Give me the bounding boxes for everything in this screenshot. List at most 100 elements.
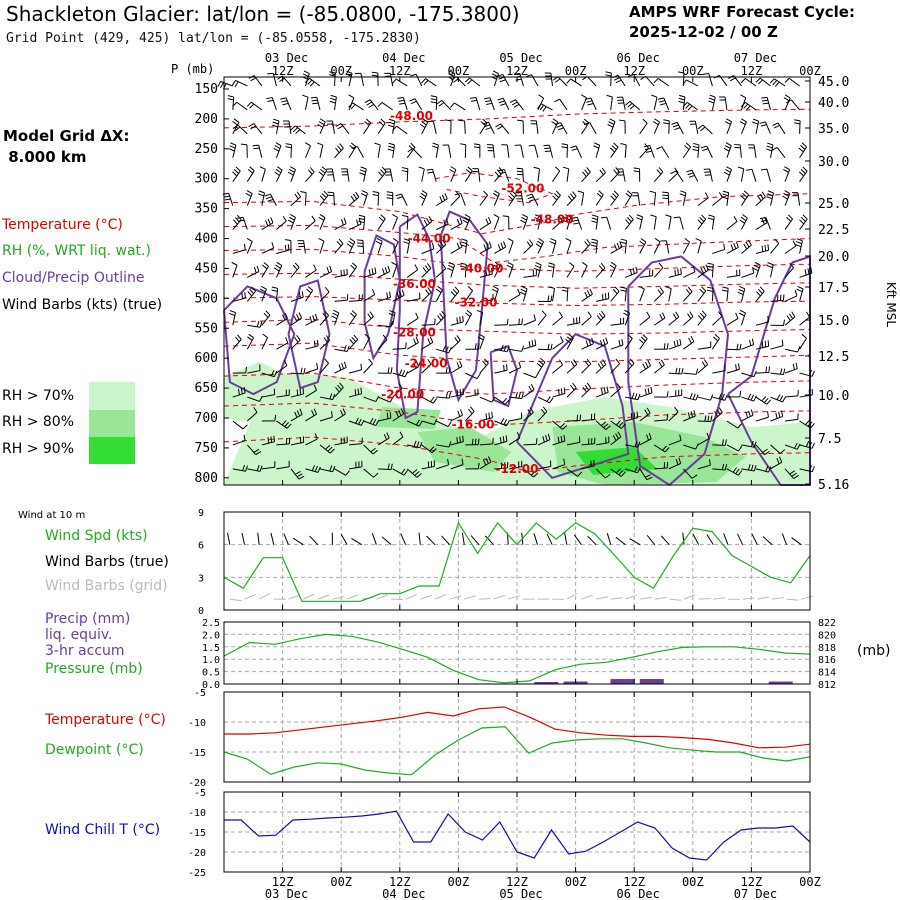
wind-barb bbox=[319, 121, 326, 135]
wind-barb bbox=[599, 340, 603, 347]
wind-barb bbox=[388, 145, 395, 149]
wind-barb bbox=[363, 272, 377, 278]
wind-barb bbox=[350, 142, 357, 148]
wind-barb bbox=[710, 415, 713, 422]
wind-barb bbox=[422, 118, 429, 123]
wind-barb bbox=[482, 459, 487, 466]
wind-barb bbox=[247, 396, 260, 402]
wind-barb bbox=[500, 418, 505, 424]
wind-barb bbox=[662, 191, 669, 194]
wind-barb bbox=[712, 316, 723, 326]
wind-barb bbox=[507, 238, 514, 242]
wind-barb bbox=[608, 121, 615, 125]
wind-barb bbox=[534, 145, 539, 158]
wind-barb bbox=[701, 286, 707, 292]
wind-tick-label: 0 bbox=[198, 606, 204, 617]
legend-wind-barbs: Wind Barbs (kts) (true) bbox=[2, 297, 163, 313]
wind-barb bbox=[249, 166, 255, 172]
wind-barb bbox=[605, 473, 611, 479]
wind-barb bbox=[358, 214, 365, 218]
wind-barb bbox=[725, 142, 732, 146]
true-wind-barb bbox=[351, 538, 362, 546]
wind-barb bbox=[784, 77, 790, 83]
wind-barb bbox=[466, 309, 472, 315]
true-wind-barb bbox=[682, 532, 685, 545]
bottom-hour-label: 12Z bbox=[272, 875, 294, 889]
wind-barb bbox=[396, 125, 408, 135]
wind-barb bbox=[692, 393, 696, 400]
wind-barb bbox=[271, 97, 277, 111]
wind-barb bbox=[348, 369, 362, 374]
wind-barb bbox=[488, 121, 495, 135]
wind-barb bbox=[662, 197, 669, 200]
wind-barb bbox=[305, 389, 317, 398]
wind-barb bbox=[657, 289, 662, 295]
wind-barb bbox=[691, 169, 699, 182]
wind-barb bbox=[392, 468, 405, 476]
wind-barb bbox=[760, 219, 768, 223]
wind-barb bbox=[311, 465, 316, 471]
wind-barb bbox=[682, 241, 691, 254]
wind-barb bbox=[290, 296, 304, 302]
wind-barb bbox=[414, 98, 423, 111]
wind-barb bbox=[313, 408, 317, 415]
wind-barb bbox=[494, 246, 506, 254]
wind-barb bbox=[319, 217, 326, 230]
wind-barb bbox=[653, 216, 657, 230]
wind-barb bbox=[599, 361, 605, 367]
wind-barb bbox=[485, 457, 489, 464]
wind-barb bbox=[360, 73, 365, 87]
wind-barb bbox=[523, 244, 534, 254]
wind-barb bbox=[270, 436, 273, 443]
wind-barb bbox=[494, 467, 508, 470]
wind-barb bbox=[600, 262, 606, 269]
wind-barb bbox=[298, 292, 301, 299]
wind-barb bbox=[296, 410, 301, 417]
wind-barb bbox=[711, 216, 715, 230]
wind-barb bbox=[653, 444, 666, 453]
wind-barb bbox=[745, 412, 749, 419]
wind-barb bbox=[610, 344, 624, 350]
wind-barb bbox=[732, 467, 738, 473]
wind-tick-label: 6 bbox=[198, 541, 204, 552]
wind-barb bbox=[559, 423, 565, 428]
wind-barb bbox=[721, 289, 729, 292]
wind-barb bbox=[733, 242, 737, 249]
wind-barb bbox=[702, 124, 713, 135]
wind-barb bbox=[508, 195, 514, 201]
wind-barb bbox=[523, 372, 536, 379]
wind-barb bbox=[537, 348, 551, 351]
wind-barb bbox=[266, 97, 273, 100]
wind-barb bbox=[350, 264, 356, 270]
wind-barb bbox=[786, 216, 792, 222]
wind-barb bbox=[562, 166, 569, 170]
wind-barb bbox=[319, 291, 330, 302]
wind-barb bbox=[521, 392, 524, 399]
wind-barb bbox=[232, 264, 238, 278]
wind-barb bbox=[627, 102, 633, 108]
wind-barb bbox=[247, 468, 261, 472]
wind-barb bbox=[406, 216, 409, 230]
wind-barb bbox=[638, 285, 645, 290]
wind-barb bbox=[419, 441, 423, 448]
wind-barb bbox=[739, 309, 746, 314]
wind-barb bbox=[488, 268, 490, 275]
wind-barb bbox=[533, 267, 540, 272]
wind-barb bbox=[627, 73, 634, 77]
wind-barb bbox=[742, 192, 748, 198]
wind-barb bbox=[726, 318, 739, 326]
wind-barb bbox=[600, 388, 604, 395]
wind-barb bbox=[246, 444, 257, 456]
wind-barb bbox=[697, 290, 707, 302]
wind-barb bbox=[243, 387, 246, 394]
wind-barb bbox=[296, 334, 301, 341]
wind-barb bbox=[708, 100, 715, 104]
wind-barb bbox=[689, 392, 693, 399]
wind-barb bbox=[265, 220, 269, 227]
wind-barb bbox=[290, 441, 304, 446]
wind-barb bbox=[236, 334, 242, 340]
wind-barb bbox=[407, 148, 413, 153]
wind-barb bbox=[486, 102, 493, 106]
isotherm-line bbox=[223, 248, 811, 272]
wind-barb bbox=[584, 384, 590, 391]
